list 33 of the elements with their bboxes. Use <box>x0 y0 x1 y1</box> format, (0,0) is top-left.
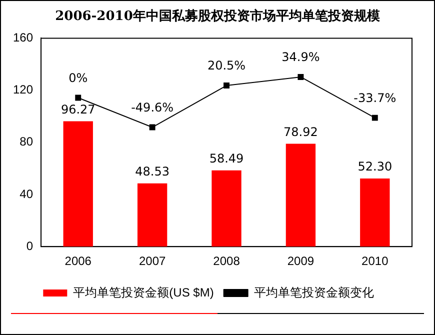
bar <box>212 170 242 247</box>
data-label: 52.30 <box>358 160 392 174</box>
y-tick-label: 80 <box>20 134 34 149</box>
data-label: 0% <box>68 70 88 85</box>
data-label: 48.53 <box>135 164 170 179</box>
x-tick-label: 2008 <box>213 254 240 268</box>
chart-title: 2006-2010年中国私募股权投资市场平均单笔投资规模 <box>54 8 381 25</box>
x-tick-label: 2006 <box>64 254 92 268</box>
y-tick-label: 40 <box>20 186 34 201</box>
bar <box>137 183 168 247</box>
point <box>149 124 156 130</box>
point <box>372 114 378 121</box>
point <box>75 94 82 101</box>
data-label: 20.5% <box>207 58 246 73</box>
bar <box>286 144 316 247</box>
legend-label: 平均单笔投资金额变化 <box>254 285 374 300</box>
data-label: 78.92 <box>284 124 318 139</box>
point <box>298 74 304 80</box>
y-tick-label: 120 <box>12 82 34 97</box>
bar <box>360 178 390 247</box>
x-tick-label: 2009 <box>287 254 314 268</box>
data-label: -49.6% <box>131 100 174 114</box>
data-label: 34.9% <box>282 50 320 64</box>
data-label: 96.27 <box>60 102 96 116</box>
data-label: 58.49 <box>209 152 244 166</box>
bar <box>63 121 93 247</box>
legend-label: 平均单笔投资金额(US $M) <box>73 285 214 300</box>
x-tick-label: 2010 <box>362 254 389 268</box>
data-label: -33.7% <box>354 90 396 105</box>
x-tick-label: 2007 <box>138 254 166 268</box>
y-tick-label: 160 <box>12 30 34 45</box>
point <box>224 82 230 89</box>
y-tick-label: 0 <box>26 238 34 253</box>
